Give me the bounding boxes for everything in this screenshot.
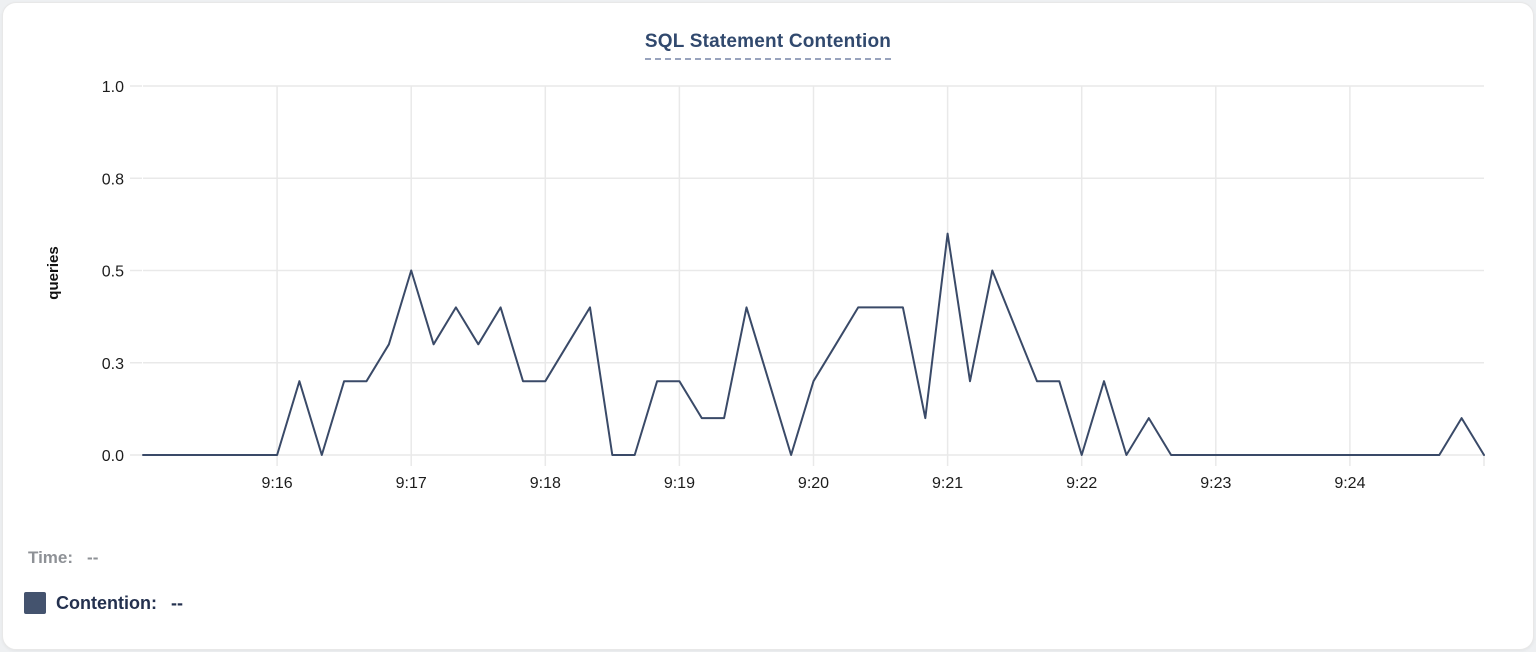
time-readout-label: Time:: [28, 548, 74, 567]
contention-line-chart-plot-area[interactable]: 0.0 0.3 0.5 0.8 1.0 9:16 9:17 9:18 9:19 9:20 9:21 9…: [3, 3, 1536, 518]
contention-swatch-icon: [24, 592, 46, 614]
svg-text:9:20: 9:20: [798, 475, 829, 492]
svg-text:0.8: 0.8: [102, 171, 124, 188]
svg-text:0.0: 0.0: [102, 448, 124, 465]
svg-text:9:21: 9:21: [932, 475, 963, 492]
svg-text:9:17: 9:17: [396, 475, 427, 492]
contention-readout-row: Contention: --: [24, 592, 183, 614]
svg-text:9:24: 9:24: [1334, 475, 1365, 492]
svg-text:1.0: 1.0: [102, 79, 124, 96]
contention-readout-label: Contention:: [56, 592, 157, 613]
time-readout-value: --: [87, 548, 99, 567]
svg-text:9:19: 9:19: [664, 475, 695, 492]
svg-text:9:23: 9:23: [1200, 475, 1231, 492]
svg-text:9:18: 9:18: [530, 475, 561, 492]
svg-text:9:22: 9:22: [1066, 475, 1097, 492]
chart-title[interactable]: SQL Statement Contention: [644, 31, 892, 60]
svg-text:0.5: 0.5: [102, 264, 124, 281]
svg-text:9:16: 9:16: [262, 475, 293, 492]
chart-header: SQL Statement Contention: [3, 31, 1533, 60]
contention-series-line[interactable]: [142, 232, 1485, 456]
y-axis-label: queries: [45, 246, 62, 299]
contention-readout-value: --: [170, 592, 183, 613]
time-readout-row: Time: --: [28, 548, 98, 568]
svg-text:0.3: 0.3: [102, 356, 124, 373]
